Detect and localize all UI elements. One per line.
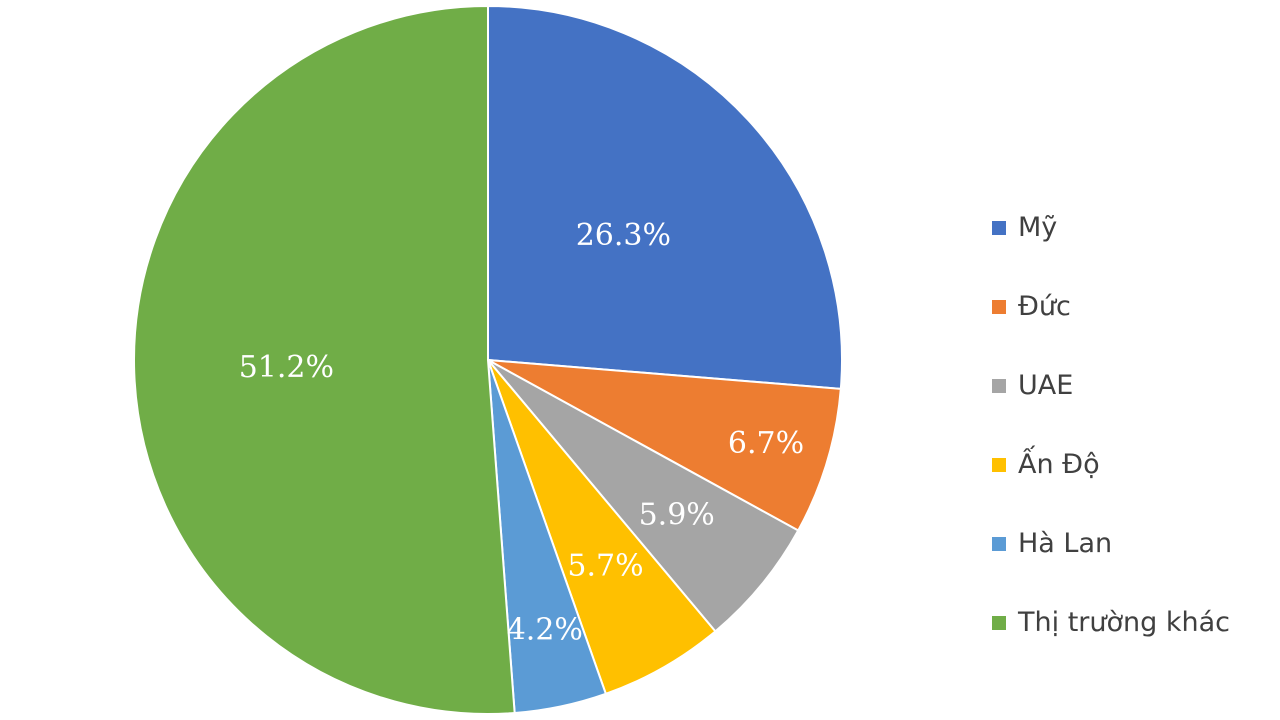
chart-legend: Mỹ Đức UAE Ấn Độ Hà Lan Thị trường khác [992,188,1230,662]
pie-slice-4 [487,359,717,696]
legend-label: UAE [1018,370,1074,401]
legend-item: Hà Lan [992,504,1230,583]
legend-item: Thị trường khác [992,583,1230,662]
data-label-1: 26.3% [576,218,671,253]
legend-item: UAE [992,346,1230,425]
data-label-3: 5.9% [639,498,715,533]
pie-slice-2 [487,359,842,532]
data-label-2: 6.7% [728,426,804,461]
legend-item: Đức [992,267,1230,346]
legend-item: Mỹ [992,188,1230,267]
data-label-5: 4.2% [507,613,583,648]
legend-swatch [992,457,1006,472]
legend-label: Ấn Độ [1018,449,1100,480]
legend-swatch [992,299,1006,314]
legend-swatch [992,220,1006,235]
legend-label: Mỹ [1018,212,1058,243]
pie-slice-1 [487,4,843,390]
legend-swatch [992,536,1006,551]
pie-slice-6 [133,4,516,715]
pie-slice-3 [487,359,800,633]
pie-slices [133,4,843,715]
legend-item: Ấn Độ [992,425,1230,504]
legend-label: Hà Lan [1018,528,1113,559]
data-label-6: 51.2% [239,350,334,385]
legend-swatch [992,378,1006,393]
legend-swatch [992,615,1006,630]
pie-data-labels: 26.3% 6.7% 5.9% 5.7% 4.2% 51.2% [239,218,804,648]
data-label-4: 5.7% [567,549,643,584]
legend-label: Đức [1018,291,1071,322]
legend-label: Thị trường khác [1018,607,1230,638]
